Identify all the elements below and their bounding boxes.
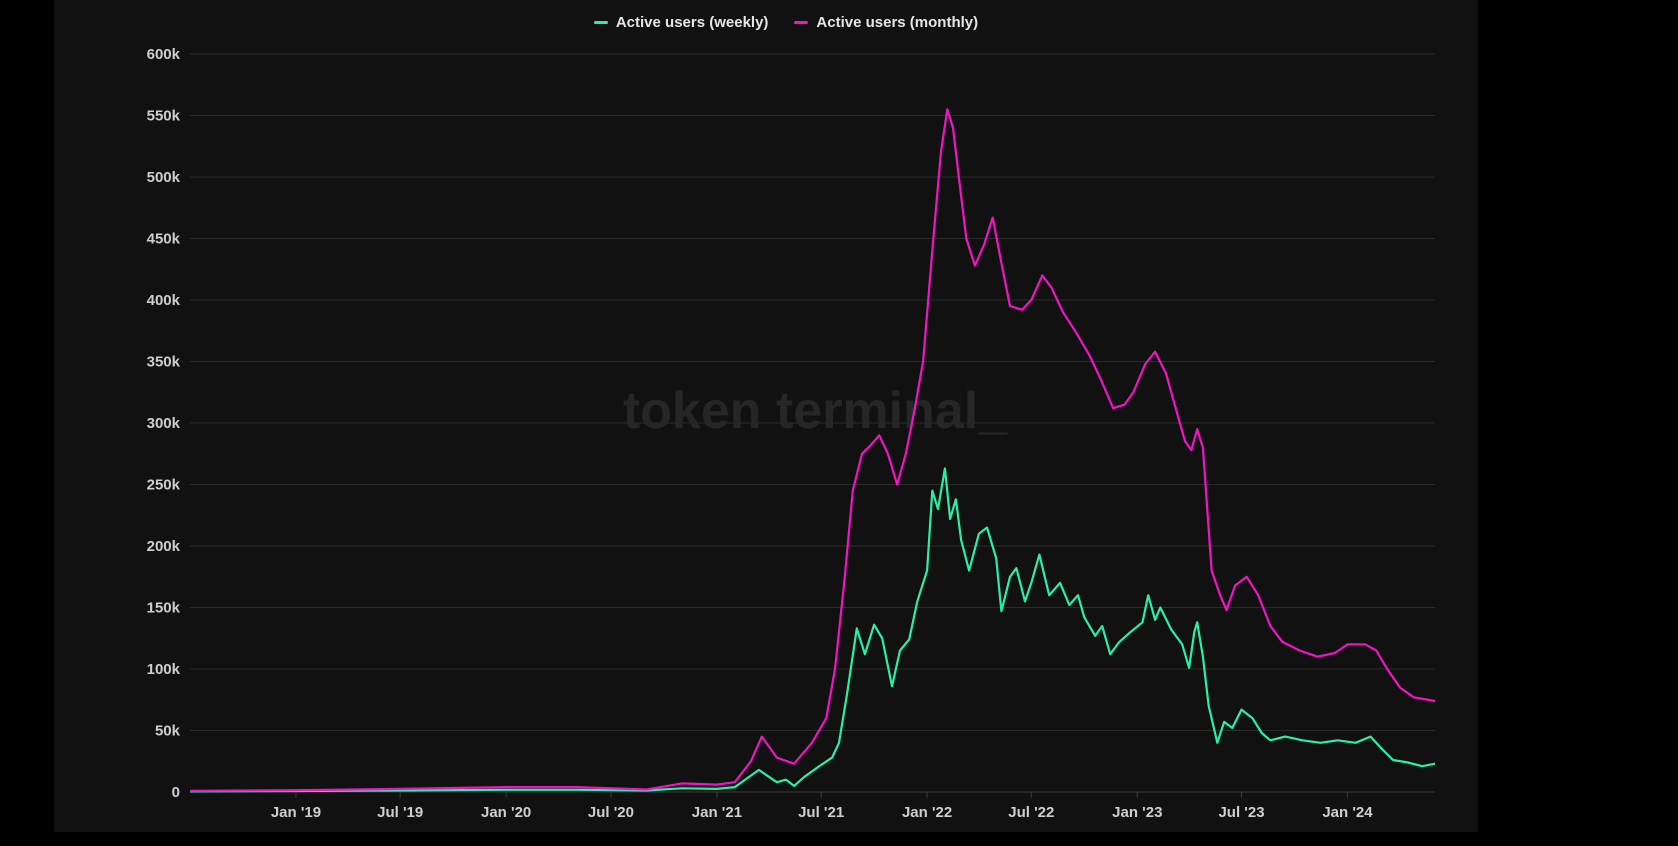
x-tick-label: Jan '23 — [1112, 804, 1162, 821]
series-line-weekly — [189, 467, 1436, 793]
x-tick-label: Jan '24 — [1322, 804, 1373, 821]
y-tick-label: 400k — [147, 292, 181, 309]
x-axis: Jan '19 Jul '19 Jan '20 Jul '20 Jan '21 Jul '… — [271, 792, 1373, 821]
legend-swatch-monthly — [794, 21, 809, 24]
y-tick-label: 350k — [147, 354, 181, 371]
x-tick-label: Jan '22 — [902, 804, 952, 821]
legend-label-monthly: Active users (monthly) — [816, 14, 979, 31]
series-lines — [189, 108, 1436, 793]
x-tick-label: Jul '23 — [1218, 804, 1264, 821]
y-tick-label: 600k — [147, 46, 181, 63]
y-tick-label: 550k — [147, 108, 181, 125]
x-tick-label: Jan '21 — [692, 804, 742, 821]
x-tick-label: Jul '20 — [588, 804, 634, 821]
legend-item-weekly[interactable]: Active users (weekly) — [593, 14, 769, 31]
watermark: token terminal_ — [623, 382, 1008, 440]
legend-label-weekly: Active users (weekly) — [615, 14, 769, 31]
x-tick-label: Jan '20 — [481, 804, 531, 821]
y-tick-label: 50k — [155, 723, 181, 740]
y-tick-label: 500k — [147, 169, 181, 186]
y-tick-label: 100k — [147, 661, 181, 678]
x-tick-label: Jul '19 — [377, 804, 423, 821]
y-tick-label: 200k — [147, 538, 181, 555]
legend: Active users (weekly) Active users (mont… — [54, 14, 1478, 31]
x-tick-label: Jul '21 — [798, 804, 844, 821]
x-tick-label: Jul '22 — [1008, 804, 1054, 821]
x-tick-label: Jan '19 — [271, 804, 321, 821]
y-tick-label: 150k — [147, 600, 181, 617]
y-tick-label: 450k — [147, 231, 181, 248]
y-tick-label: 250k — [147, 477, 181, 494]
series-line-monthly — [189, 108, 1436, 792]
y-axis: 0 50k 100k 150k 200k 250k 300k 350k 400k 450k 500k… — [147, 46, 181, 801]
y-tick-label: 0 — [172, 784, 180, 801]
y-tick-label: 300k — [147, 415, 181, 432]
chart-panel: Active users (weekly) Active users (mont… — [54, 0, 1478, 832]
legend-swatch-weekly — [593, 21, 608, 24]
gridlines — [190, 53, 1435, 793]
legend-item-monthly[interactable]: Active users (monthly) — [794, 14, 978, 31]
